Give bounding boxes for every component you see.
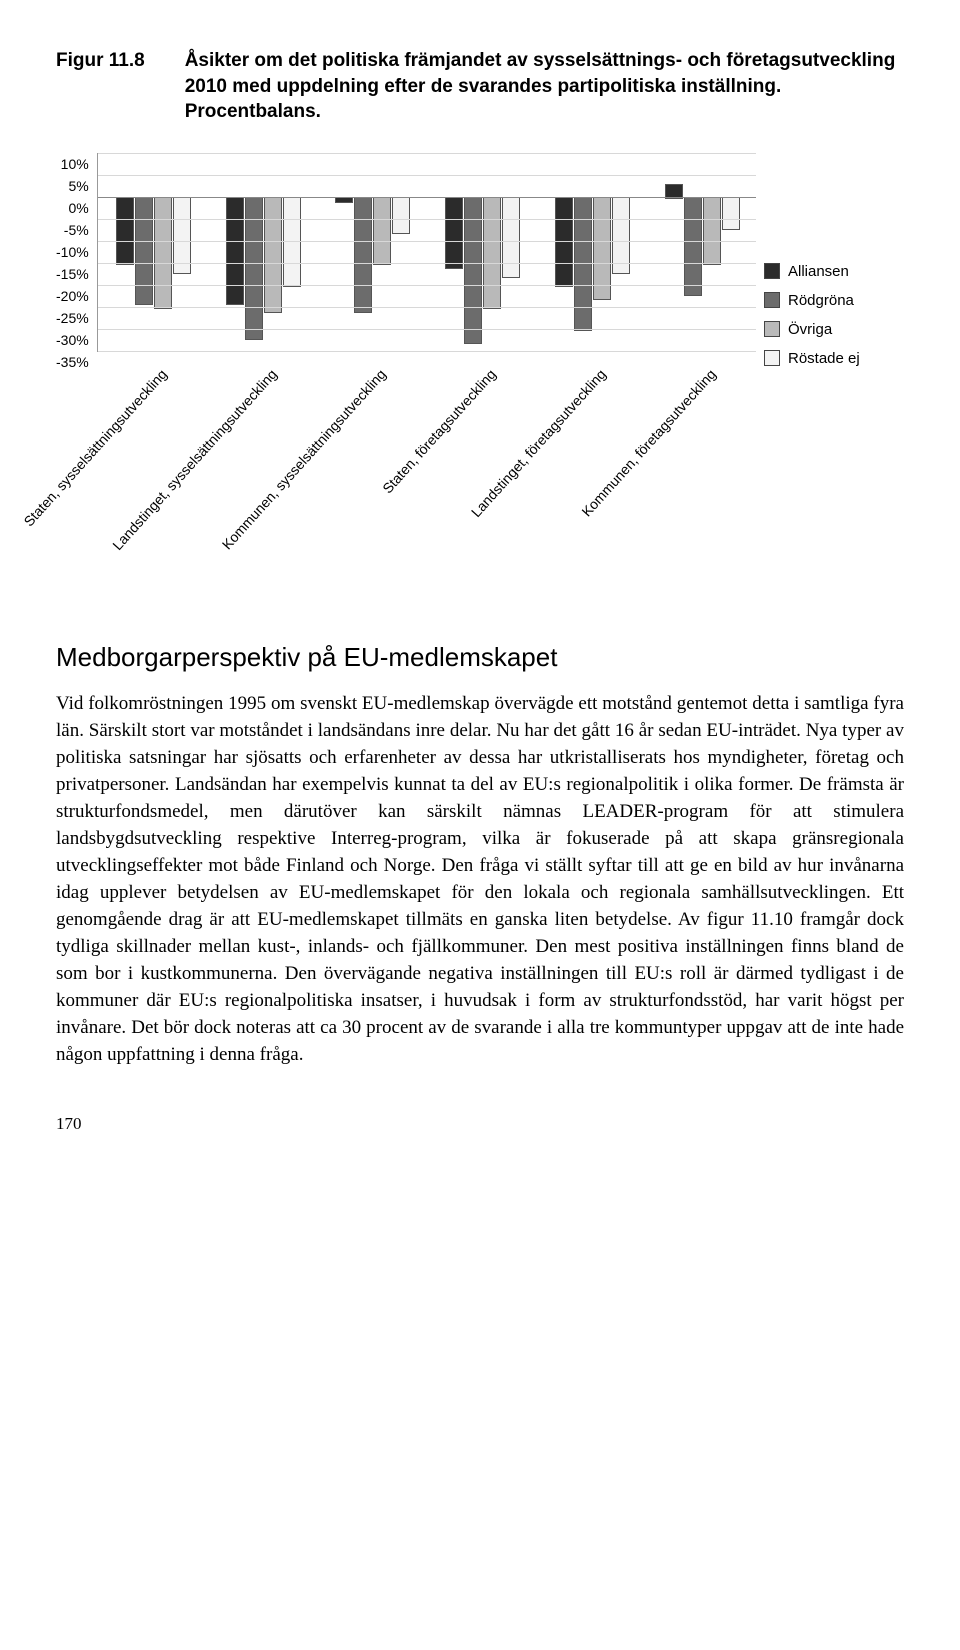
gridline — [98, 329, 756, 330]
bar-group — [646, 153, 756, 351]
y-tick: 5% — [68, 175, 88, 197]
gridline — [98, 219, 756, 220]
y-tick: -5% — [64, 219, 89, 241]
y-tick: 10% — [61, 153, 89, 175]
gridline — [98, 175, 756, 176]
page-number: 170 — [56, 1114, 904, 1134]
figure-heading: Figur 11.8 Åsikter om det politiska främ… — [56, 48, 904, 125]
figure-caption: Åsikter om det politiska främjandet av s… — [185, 48, 904, 125]
gridline — [98, 307, 756, 308]
legend-swatch — [764, 350, 780, 366]
gridline — [98, 153, 756, 154]
legend-swatch — [764, 321, 780, 337]
legend-item: Alliansen — [764, 263, 904, 280]
bar — [373, 197, 391, 265]
x-axis-labels: Staten, sysselsättningsutvecklingLandsti… — [97, 352, 756, 592]
bar — [574, 197, 592, 331]
legend-swatch — [764, 292, 780, 308]
bar — [135, 197, 153, 305]
x-tick-label: Staten, företagsutveckling — [379, 366, 499, 496]
legend-label: Alliansen — [788, 263, 849, 280]
bar — [116, 197, 134, 265]
bar — [354, 197, 372, 313]
y-tick: -10% — [56, 241, 89, 263]
legend-swatch — [764, 263, 780, 279]
legend-label: Röstade ej — [788, 350, 860, 367]
bar — [483, 197, 501, 309]
bar — [703, 197, 721, 265]
bar-group — [537, 153, 647, 351]
y-tick: -15% — [56, 263, 89, 285]
bar — [226, 197, 244, 305]
legend-label: Rödgröna — [788, 292, 854, 309]
y-axis: 10%5%0%-5%-10%-15%-20%-25%-30%-35% — [56, 153, 89, 592]
y-tick: -35% — [56, 351, 89, 373]
bar — [392, 197, 410, 234]
bar — [502, 197, 520, 278]
bar — [154, 197, 172, 309]
gridline — [98, 263, 756, 264]
bar — [445, 197, 463, 269]
plot-area — [97, 153, 756, 352]
bar-group — [317, 153, 427, 351]
bar — [283, 197, 301, 287]
gridline — [98, 241, 756, 242]
bar-group — [207, 153, 317, 351]
y-tick: 0% — [68, 197, 88, 219]
bar — [264, 197, 282, 313]
x-tick-label: Kommunen, företagsutveckling — [578, 366, 719, 520]
legend: Alliansen Rödgröna Övriga Röstade ej — [764, 153, 904, 592]
y-tick: -25% — [56, 307, 89, 329]
bar — [684, 197, 702, 296]
legend-item: Övriga — [764, 321, 904, 338]
gridline — [98, 197, 756, 198]
bar-group — [427, 153, 537, 351]
legend-item: Röstade ej — [764, 350, 904, 367]
chart: 10%5%0%-5%-10%-15%-20%-25%-30%-35% State… — [56, 153, 904, 592]
bar-group — [98, 153, 208, 351]
legend-label: Övriga — [788, 321, 832, 338]
section-heading: Medborgarperspektiv på EU-medlemskapet — [56, 642, 904, 673]
legend-item: Rödgröna — [764, 292, 904, 309]
bar — [722, 197, 740, 230]
y-tick: -30% — [56, 329, 89, 351]
body-paragraph: Vid folkomröstningen 1995 om svenskt EU-… — [56, 691, 904, 1069]
y-tick: -20% — [56, 285, 89, 307]
figure-number: Figur 11.8 — [56, 48, 145, 125]
bar — [555, 197, 573, 287]
gridline — [98, 285, 756, 286]
